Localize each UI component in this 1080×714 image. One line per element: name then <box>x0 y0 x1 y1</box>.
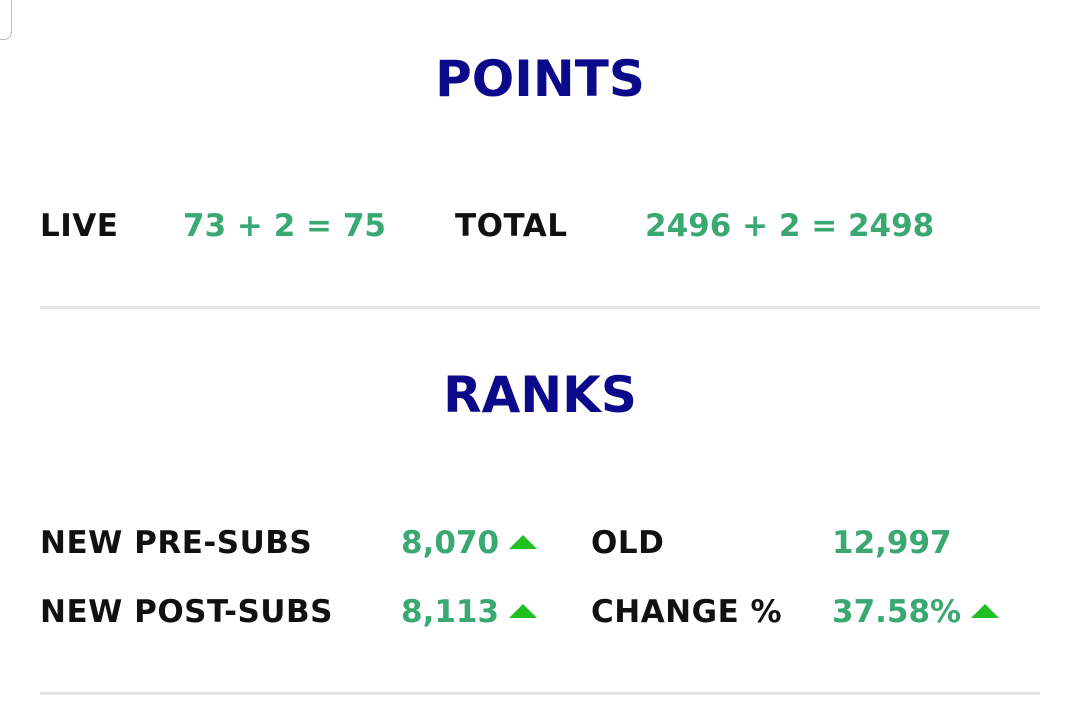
rank-number: 8,070 <box>401 525 500 561</box>
rank-label: OLD <box>591 525 665 561</box>
rank-label: CHANGE % <box>591 594 783 630</box>
divider <box>40 306 1040 309</box>
rank-value: 37.58% <box>832 594 1000 630</box>
corner <box>0 0 12 40</box>
ranks-title: RANKS <box>443 366 637 424</box>
rank-label: NEW POST-SUBS <box>40 594 333 630</box>
points-title: POINTS <box>435 50 645 108</box>
rank-value: 8,113 <box>401 594 538 630</box>
total-value: 2496 + 2 = 2498 <box>645 208 935 244</box>
rank-value: 8,070 <box>401 525 538 561</box>
up-arrow <box>971 604 1000 618</box>
live-value: 73 + 2 = 75 <box>183 208 386 244</box>
rank-label: NEW PRE-SUBS <box>40 525 313 561</box>
rank-value: 12,997 <box>832 525 952 561</box>
divider <box>40 692 1040 695</box>
live-label: LIVE <box>40 208 119 244</box>
up-arrow <box>509 604 538 618</box>
up-arrow <box>509 535 538 549</box>
rank-number: 37.58% <box>832 594 962 630</box>
total-label: TOTAL <box>455 208 568 244</box>
rank-number: 8,113 <box>401 594 500 630</box>
